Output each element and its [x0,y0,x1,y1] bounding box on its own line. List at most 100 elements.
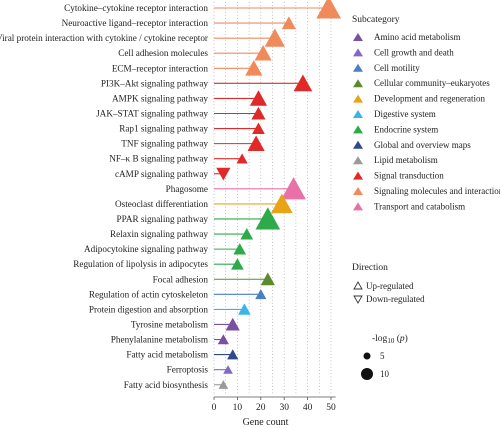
legend-label: Cellular community–eukaryotes [374,78,490,88]
category-label: TNF signaling pathway [121,139,208,149]
lollipop-marker [227,349,239,360]
chart-rows: Cytokine–cytokine receptor interaction Ne… [0,0,342,390]
chart-row: cAMP signaling pathway [115,167,231,181]
chart-row: Tyrosine metabolism [131,317,240,331]
category-label: Regulation of actin cytoskeleton [89,289,209,299]
legend-direction-label: Up-regulated [366,281,414,291]
legend-direction-title: Direction [352,263,388,273]
legend-label: Signaling molecules and interaction [374,186,500,196]
chart-row: JAK–STAT signaling pathway [96,106,266,120]
category-label: cAMP signaling pathway [115,169,208,179]
legend-direction-items: Up-regulated Down-regulated [353,281,425,304]
lollipop-marker [260,272,275,286]
legend-subcategory-items: Amino acid metabolism Cell growth and dea… [353,32,500,211]
lollipop-marker [251,106,266,120]
chart-row: Cytokine–cytokine receptor interaction [64,0,342,19]
chart-row: Ferroptosis [167,365,233,375]
chart-row: Viral protein interaction with cytokine … [0,28,285,47]
lollipop-marker [316,0,342,19]
category-label: Viral protein interaction with cytokine … [0,33,208,43]
legend-label: Cell growth and death [374,47,454,57]
legend-size-title-close: ) [405,333,408,344]
category-label: JAK–STAT signaling pathway [96,108,208,118]
lollipop-marker [252,122,265,134]
lollipop-marker [271,193,293,214]
chart-row: PI3K–Akt signaling pathway [101,74,313,92]
legend-size-items: 5 10 [361,351,390,380]
legend-label: Global and overview maps [374,140,471,150]
legend-label: Endocrine system [374,124,438,134]
chart-row: Regulation of lipolysis in adipocytes [73,258,244,270]
lollipop-marker [236,153,248,164]
legend-size-title-suffix: ( [394,333,400,344]
lollipop-marker [225,317,240,331]
lollipop-marker [245,60,263,76]
x-tick-label: 50 [326,403,336,413]
lollipop-marker [293,74,313,92]
lollipop-marker [216,167,231,181]
chart-row: Rap1 signaling pathway [119,122,265,134]
category-label: AMPK signaling pathway [112,93,208,103]
legend-subcategory-title: Subcategory [352,15,400,25]
lollipop-marker [255,207,281,230]
legend-label: Amino acid metabolism [374,32,460,42]
lollipop-marker [218,380,229,389]
x-tick-label: 0 [212,403,217,413]
legend-swatch [353,79,363,88]
legend-swatch [353,33,363,41]
chart-row: Protein digestion and absorption [89,303,251,315]
category-label: Cell adhesion molecules [118,48,208,58]
legend-swatch [353,94,363,103]
legend-swatch [353,63,363,72]
lollipop-marker [264,28,285,47]
x-tick-label: 20 [256,403,266,413]
category-label: Relaxin signaling pathway [110,229,208,239]
lollipop-marker [231,258,244,270]
legend-swatch [353,156,363,165]
category-label: Regulation of lipolysis in adipocytes [73,259,208,269]
x-tick-label: 30 [279,403,289,413]
legend-size-title: -log10 (p) [372,333,408,345]
legend: Subcategory Amino acid metabolism Cell gr… [352,15,500,380]
lollipop-marker [247,135,265,151]
lollipop-marker [255,289,267,300]
lollipop-marker [217,334,229,345]
lollipop-marker [281,177,306,200]
chart-row: Neuroactive ligand–receptor interaction [62,16,296,30]
legend-label: Signal transduction [374,171,444,181]
chart-row: Focal adhesion [153,272,275,286]
legend-swatch [353,125,363,134]
legend-swatch [353,202,363,211]
lollipop-marker [254,45,272,61]
chart-row: ECM–receptor interaction [112,60,263,76]
legend-label: Digestive system [374,109,436,119]
legend-size-title-p: p [399,334,405,344]
category-label: Neuroactive ligand–receptor interaction [62,18,209,28]
category-label: Tyrosine metabolism [131,319,208,329]
x-ticks: 0 10 20 30 40 50 [212,397,336,413]
legend-size-label: 10 [380,369,390,379]
legend-label: Transport and catabolism [374,201,465,211]
legend-size-title-prefix: -log [372,334,388,344]
category-label: Adipocytokine signaling pathway [84,244,208,254]
chart-row: Relaxin signaling pathway [110,228,254,240]
chart-row: TNF signaling pathway [121,135,265,151]
category-label: Ferroptosis [167,365,209,375]
lollipop-marker [238,303,251,315]
legend-label: Lipid metabolism [374,155,438,165]
lollipop-marker [223,365,233,374]
legend-swatch [353,48,363,57]
chart-row: NF–κ B signaling pathway [109,153,248,164]
category-label: Phagosome [166,184,208,194]
category-label: Osteoclast differentiation [115,199,208,209]
category-label: Focal adhesion [153,274,209,284]
chart-row: Osteoclast differentiation [115,193,293,214]
chart-row: Phenylalanine metabolism [111,334,229,345]
chart-row: Fatty acid metabolism [126,349,239,360]
legend-size-label: 5 [380,351,385,361]
legend-size-marker [363,352,371,360]
chart-row: AMPK signaling pathway [112,90,268,106]
legend-label: Cell motility [374,63,420,73]
x-axis: 0 10 20 30 40 50 Gene count [212,396,336,428]
